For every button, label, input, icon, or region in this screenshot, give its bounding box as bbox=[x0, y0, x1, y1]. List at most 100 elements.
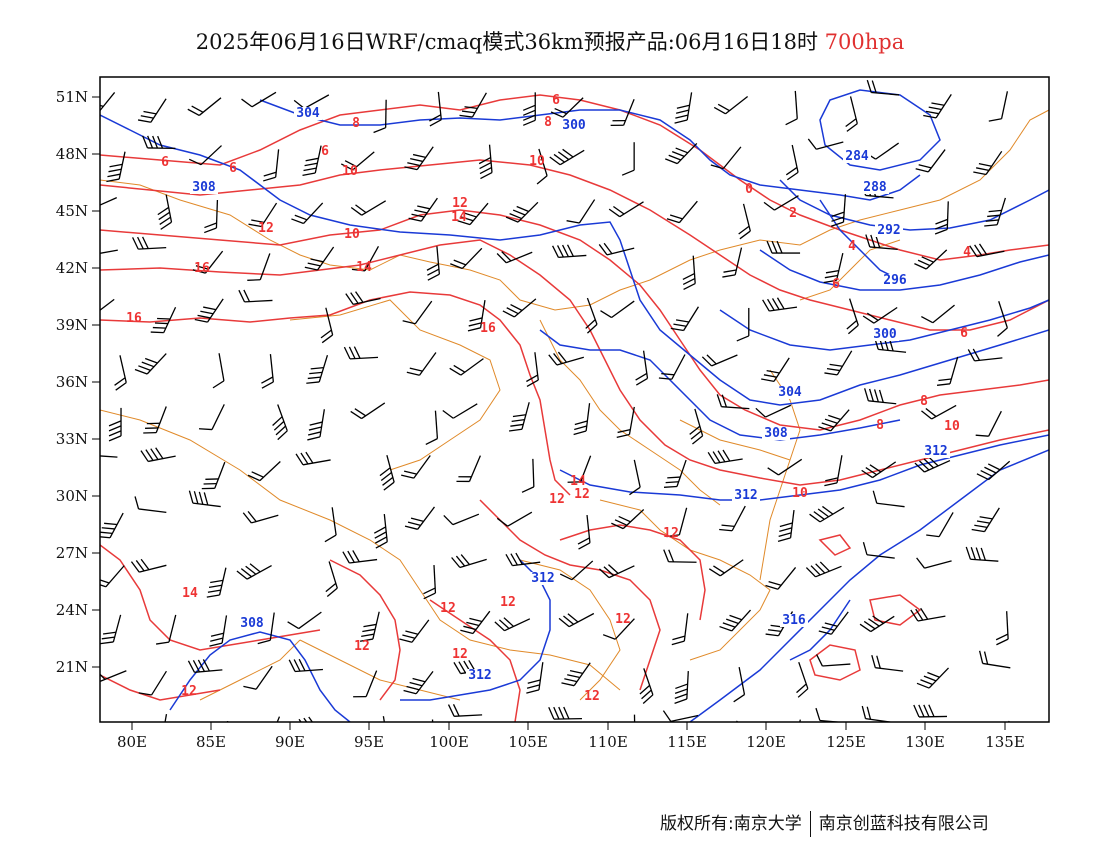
wind-barb bbox=[767, 458, 803, 476]
wind-barb bbox=[194, 298, 224, 323]
wind-barb bbox=[320, 307, 334, 344]
wind-barbs bbox=[100, 79, 1011, 722]
wind-barb bbox=[114, 355, 127, 391]
geopotential-contour bbox=[819, 199, 901, 281]
wind-barb bbox=[708, 559, 744, 577]
wind-barb bbox=[621, 142, 635, 176]
wind-barb bbox=[674, 92, 693, 124]
wind-barb bbox=[916, 667, 949, 689]
wind-barb bbox=[450, 247, 483, 270]
wind-barb bbox=[658, 354, 686, 380]
wind-barb bbox=[443, 513, 480, 526]
wind-barb bbox=[818, 611, 849, 635]
boundary-line bbox=[289, 299, 501, 471]
wind-barb bbox=[143, 406, 167, 434]
wind-barb bbox=[785, 144, 799, 181]
contour-labels: 3043083002842882922963003043083123123163… bbox=[126, 93, 971, 704]
wind-barb bbox=[536, 148, 548, 185]
geopotential-label: 296 bbox=[883, 273, 907, 288]
geopotential-label: 308 bbox=[240, 616, 264, 631]
label-backing bbox=[529, 572, 557, 585]
wind-barb bbox=[137, 98, 167, 123]
wind-barb bbox=[662, 710, 699, 722]
geopotential-label: 284 bbox=[845, 149, 869, 164]
wind-barb bbox=[505, 201, 539, 223]
wind-barb bbox=[156, 614, 177, 645]
geopotential-contour bbox=[689, 449, 1049, 722]
wind-barb bbox=[997, 301, 1008, 337]
wind-barb bbox=[138, 670, 167, 696]
wind-barb bbox=[257, 612, 275, 645]
wind-barb bbox=[611, 509, 645, 530]
temperature-label: 10 bbox=[944, 419, 960, 434]
wind-barb bbox=[809, 505, 845, 523]
wind-barb bbox=[100, 195, 118, 210]
label-backing bbox=[843, 150, 871, 163]
wind-barb bbox=[406, 352, 437, 376]
wind-barb bbox=[971, 507, 1000, 533]
wind-barb bbox=[268, 716, 281, 722]
wind-barb bbox=[629, 459, 641, 496]
wind-barb bbox=[345, 291, 381, 305]
wind-barb bbox=[140, 447, 176, 463]
temperature-contour bbox=[869, 594, 922, 626]
wind-barb bbox=[738, 203, 751, 240]
wind-barb bbox=[915, 149, 946, 173]
wind-barb bbox=[496, 511, 533, 527]
temperature-label: 16 bbox=[194, 261, 210, 276]
temperature-label: 6 bbox=[161, 155, 169, 170]
wind-barb bbox=[766, 240, 801, 254]
geopotential-label: 300 bbox=[562, 118, 586, 133]
wind-barb bbox=[830, 194, 847, 227]
wind-barb bbox=[818, 409, 850, 432]
axis-labels: 51N 48N 45N 42N 39N 36N 33N 30N 27N 24N 21N 80E 85E 9… bbox=[56, 88, 1025, 751]
temperature-label: 10 bbox=[342, 164, 358, 179]
wind-barb bbox=[762, 297, 798, 312]
wind-barb bbox=[467, 300, 486, 332]
geopotential-label: 312 bbox=[734, 488, 757, 503]
wind-barb bbox=[263, 149, 280, 182]
wind-barb bbox=[108, 407, 122, 442]
wind-barb bbox=[864, 388, 897, 405]
wind-barb bbox=[457, 202, 489, 226]
wind-barb bbox=[635, 350, 649, 386]
wind-barb bbox=[598, 564, 635, 579]
wind-barb bbox=[425, 410, 439, 446]
wind-barb bbox=[359, 611, 380, 642]
wind-barb bbox=[288, 658, 324, 673]
wind-barb bbox=[100, 454, 118, 458]
wind-barb bbox=[633, 714, 636, 722]
geopotential-contour bbox=[539, 329, 901, 441]
temperature-label: 4 bbox=[963, 245, 971, 260]
geopotential-label: 312 bbox=[924, 444, 947, 459]
temperature-label: 14 bbox=[570, 474, 586, 489]
geopotential-label: 308 bbox=[192, 180, 216, 195]
temperature-label: 12 bbox=[440, 601, 456, 616]
geopotential-label: 316 bbox=[782, 613, 806, 628]
temperature-label: 2 bbox=[789, 206, 797, 221]
temperature-label: 10 bbox=[344, 227, 360, 242]
wind-barb bbox=[247, 253, 271, 281]
wind-barb bbox=[242, 510, 279, 524]
wind-barb bbox=[573, 403, 591, 436]
wind-barb bbox=[719, 609, 752, 632]
wind-barb bbox=[923, 94, 952, 119]
wind-barb bbox=[206, 567, 227, 598]
temperature-label: 4 bbox=[848, 239, 856, 254]
credit-owner: 版权所有:南京大学 bbox=[660, 814, 802, 834]
wind-barb bbox=[608, 201, 644, 218]
wind-barb bbox=[100, 92, 116, 115]
wind-barb bbox=[816, 654, 851, 667]
wind-barb bbox=[934, 201, 949, 235]
geopotential-label: 300 bbox=[873, 327, 897, 342]
temperature-contour bbox=[100, 674, 221, 701]
geopotential-label: 312 bbox=[531, 571, 554, 586]
wind-barb bbox=[824, 350, 853, 376]
wind-barb bbox=[287, 611, 322, 630]
wind-barb bbox=[777, 509, 795, 542]
wind-barb bbox=[382, 716, 389, 722]
temperature-label: 12 bbox=[615, 612, 631, 627]
wind-barb bbox=[150, 306, 177, 334]
wind-barb bbox=[451, 554, 487, 569]
